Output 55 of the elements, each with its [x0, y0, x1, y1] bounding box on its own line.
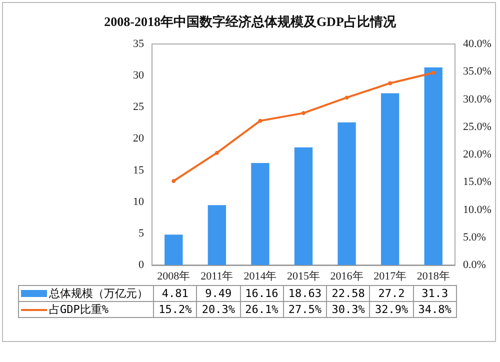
point [388, 81, 392, 86]
point [258, 118, 262, 123]
y2-tick-label: 20.0% [463, 148, 492, 160]
data-label: 22.58 [326, 286, 370, 302]
point [431, 70, 436, 75]
bar [424, 67, 442, 265]
y-tick-label: 30 [133, 70, 144, 82]
data-label: 26.1% [240, 302, 284, 318]
data-label: 9.49 [196, 286, 240, 302]
point [344, 96, 349, 100]
legend-label: 总体规模（万亿元） [18, 286, 154, 302]
x-tick-label: 2011年 [200, 270, 234, 282]
y2-tick-label: 5.0% [463, 231, 486, 244]
x-tick-label: 2017年 [374, 270, 407, 282]
y-tick-label: 5 [138, 227, 144, 240]
bar [380, 93, 400, 265]
y-tick-label: 15 [133, 164, 144, 176]
y-tick-label: 35 [133, 38, 144, 50]
point [302, 111, 306, 116]
point [172, 179, 176, 184]
y-tick-label: 20 [133, 132, 144, 145]
data-label: 16.16 [240, 286, 284, 302]
chart-title: 2008-2018年中国数字经济总体规模及GDP占比情况 [104, 14, 397, 29]
data-label: 32.9% [370, 302, 414, 318]
x-tick-label: 2008年 [157, 270, 190, 282]
x-tick-label: 2014年 [244, 270, 277, 282]
data-label: 27.2 [370, 286, 414, 302]
y2-tick-label: 35.0% [463, 66, 492, 78]
y2-tick-label: 40.0% [463, 38, 492, 50]
bar [164, 234, 183, 265]
point [214, 150, 219, 155]
y2-tick-label: 30.0% [463, 93, 492, 106]
legend-label: 占GDP比重% [18, 302, 154, 318]
y2-tick-label: 0.0% [463, 259, 486, 271]
data-label: 27.5% [283, 302, 327, 318]
bar [208, 205, 226, 265]
x-tick-label: 2016年 [330, 270, 364, 282]
data-label: 30.3% [326, 302, 370, 318]
x-tick-label: 2018年 [416, 270, 450, 282]
bar [294, 147, 313, 265]
data-label: 15.2% [154, 302, 197, 318]
data-label: 20.3% [196, 302, 240, 318]
data-label: 4.81 [154, 286, 197, 302]
bar [338, 122, 356, 265]
y-tick-label: 10 [133, 196, 144, 208]
y-tick-label: 25 [133, 101, 144, 114]
y2-tick-label: 25.0% [463, 120, 492, 133]
bar [251, 162, 270, 265]
y2-tick-label: 15.0% [463, 176, 492, 188]
data-label: 31.3 [413, 286, 456, 302]
data-label: 34.8% [413, 302, 456, 318]
x-tick-label: 2015年 [287, 270, 320, 282]
y2-tick-label: 10.0% [463, 204, 492, 216]
data-label: 18.63 [283, 286, 327, 302]
y-tick-label: 0 [138, 259, 144, 271]
